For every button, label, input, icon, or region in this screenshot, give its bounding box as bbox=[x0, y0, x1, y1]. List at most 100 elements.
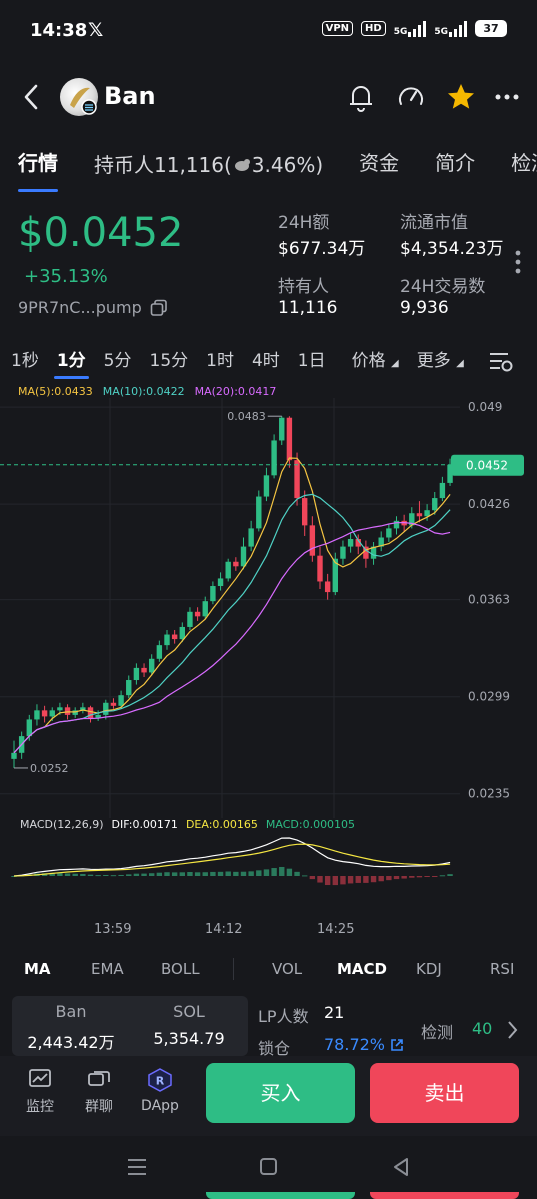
macd-bar bbox=[72, 873, 78, 876]
x-app-icon: 𝕏 bbox=[88, 19, 104, 41]
back-button[interactable] bbox=[18, 80, 46, 114]
star-icon bbox=[448, 84, 474, 109]
indicator-rsi[interactable]: RSI bbox=[490, 960, 515, 978]
candle bbox=[240, 546, 247, 567]
speed-button[interactable] bbox=[394, 80, 428, 114]
ma20-label: MA(20):0.0417 bbox=[194, 385, 277, 398]
macd-bar bbox=[401, 876, 407, 879]
candle bbox=[179, 626, 185, 640]
tab-market[interactable]: 行情 bbox=[0, 138, 76, 192]
macd-bar bbox=[256, 870, 262, 876]
candle bbox=[149, 658, 155, 673]
sell-button[interactable]: 卖出 bbox=[370, 1063, 519, 1123]
tab-check[interactable]: 检测 bbox=[511, 151, 537, 175]
tf-1m[interactable]: 1分 bbox=[48, 345, 95, 381]
nav-dapp[interactable]: R DApp bbox=[134, 1068, 186, 1114]
check-score: 40 bbox=[472, 1019, 493, 1038]
indicator-macd[interactable]: MACD bbox=[337, 960, 387, 978]
indicator-boll[interactable]: BOLL bbox=[161, 960, 200, 978]
macd-bar bbox=[355, 876, 361, 883]
copy-icon[interactable] bbox=[150, 299, 168, 317]
tab-funds[interactable]: 资金 bbox=[359, 151, 400, 175]
tab-holders[interactable]: 持币人11,116 ( 3.46%) bbox=[94, 153, 324, 177]
candle bbox=[164, 634, 170, 646]
tf-1d[interactable]: 1日 bbox=[297, 351, 326, 371]
macd-bar bbox=[133, 873, 140, 876]
macd-bar bbox=[347, 876, 354, 884]
macd-bar bbox=[409, 876, 415, 878]
macd-bar bbox=[332, 876, 338, 886]
stats-more-button[interactable] bbox=[510, 248, 526, 280]
nav-monitor[interactable]: 监控 bbox=[14, 1068, 66, 1116]
macd-bar bbox=[95, 875, 101, 877]
chat-icon bbox=[88, 1071, 110, 1086]
chevron-right-icon bbox=[508, 1021, 518, 1039]
home-icon[interactable] bbox=[258, 1156, 280, 1178]
macd-bar bbox=[210, 871, 216, 876]
stat-label-mcap: 流通市值 bbox=[400, 213, 468, 233]
indicator-vol[interactable]: VOL bbox=[272, 960, 303, 978]
tf-15m[interactable]: 15分 bbox=[149, 351, 189, 371]
candle bbox=[248, 528, 254, 547]
macd-bar bbox=[149, 873, 155, 876]
back-nav-icon[interactable] bbox=[390, 1156, 412, 1178]
macd-value: MACD:0.000105 bbox=[265, 818, 356, 831]
liquidity-pool-card: Ban 2,443.42万 SOL 5,354.79 bbox=[12, 996, 248, 1056]
y-tick-label: 0.049 bbox=[468, 400, 502, 414]
indicator-ma[interactable]: MA bbox=[24, 960, 51, 978]
price-mode-dropdown[interactable]: 价格 ◢ bbox=[351, 351, 399, 371]
macd-bar bbox=[309, 876, 316, 880]
lock-link[interactable]: 78.72% bbox=[324, 1035, 405, 1054]
tf-5m[interactable]: 5分 bbox=[103, 351, 132, 371]
signal-5g-icon-2: 5G bbox=[434, 20, 467, 37]
candle bbox=[57, 707, 63, 711]
bell-button[interactable] bbox=[344, 80, 378, 114]
check-detail-button[interactable] bbox=[504, 1019, 520, 1045]
chart-settings-button[interactable] bbox=[479, 345, 523, 381]
macd-bar bbox=[424, 876, 430, 877]
macd-bar bbox=[271, 868, 277, 876]
lp-count-label: LP人数 bbox=[258, 1007, 309, 1026]
current-price: $0.0452 bbox=[18, 210, 184, 256]
macd-bar bbox=[263, 869, 270, 876]
tf-1h[interactable]: 1时 bbox=[206, 351, 234, 371]
macd-bar bbox=[240, 871, 247, 876]
candle bbox=[378, 537, 384, 547]
check-label: 检测 bbox=[421, 1023, 454, 1042]
more-timeframes-dropdown[interactable]: 更多 ◢ bbox=[416, 351, 464, 371]
indicator-kdj[interactable]: KDJ bbox=[416, 960, 442, 978]
tf-1s[interactable]: 1秒 bbox=[11, 351, 39, 371]
candlestick-chart[interactable]: 0.049 0.0426 0.0363 0.0299 0.0235 0.0452 0.048… bbox=[0, 395, 537, 825]
indicator-bar: MA EMA BOLL VOL MACD KDJ RSI bbox=[0, 952, 537, 986]
buy-button[interactable]: 买入 bbox=[206, 1063, 355, 1123]
more-button[interactable] bbox=[492, 80, 526, 114]
candle bbox=[233, 561, 239, 567]
candle bbox=[409, 513, 415, 526]
candle bbox=[194, 611, 201, 617]
macd-bar bbox=[248, 871, 254, 876]
menu-icon[interactable] bbox=[126, 1157, 148, 1177]
x-tick-label: 14:25 bbox=[317, 922, 355, 937]
macd-bar bbox=[118, 874, 124, 876]
stat-value-mcap: $4,354.23万 bbox=[400, 239, 504, 259]
indicator-ema[interactable]: EMA bbox=[91, 960, 124, 978]
candle bbox=[309, 525, 316, 556]
macd-bar bbox=[324, 876, 331, 886]
favorite-button[interactable] bbox=[444, 80, 478, 114]
macd-bar bbox=[302, 875, 308, 877]
tf-4h[interactable]: 4时 bbox=[251, 351, 280, 371]
status-time: 14:38 bbox=[30, 20, 88, 41]
ma20-line bbox=[13, 521, 451, 754]
current-price-label: 0.0452 bbox=[466, 459, 508, 473]
nav-group-chat[interactable]: 群聊 bbox=[73, 1068, 125, 1116]
monitor-chart-icon bbox=[29, 1069, 51, 1087]
macd-bar bbox=[225, 871, 231, 876]
macd-bar bbox=[64, 873, 71, 876]
contract-address[interactable]: 9PR7nC...pump bbox=[18, 298, 168, 317]
macd-bar bbox=[363, 876, 369, 883]
candle bbox=[347, 539, 354, 547]
vpn-badge: VPN bbox=[321, 21, 354, 36]
tab-intro[interactable]: 简介 bbox=[435, 151, 476, 175]
candle bbox=[26, 719, 32, 737]
dif-line bbox=[13, 837, 451, 877]
